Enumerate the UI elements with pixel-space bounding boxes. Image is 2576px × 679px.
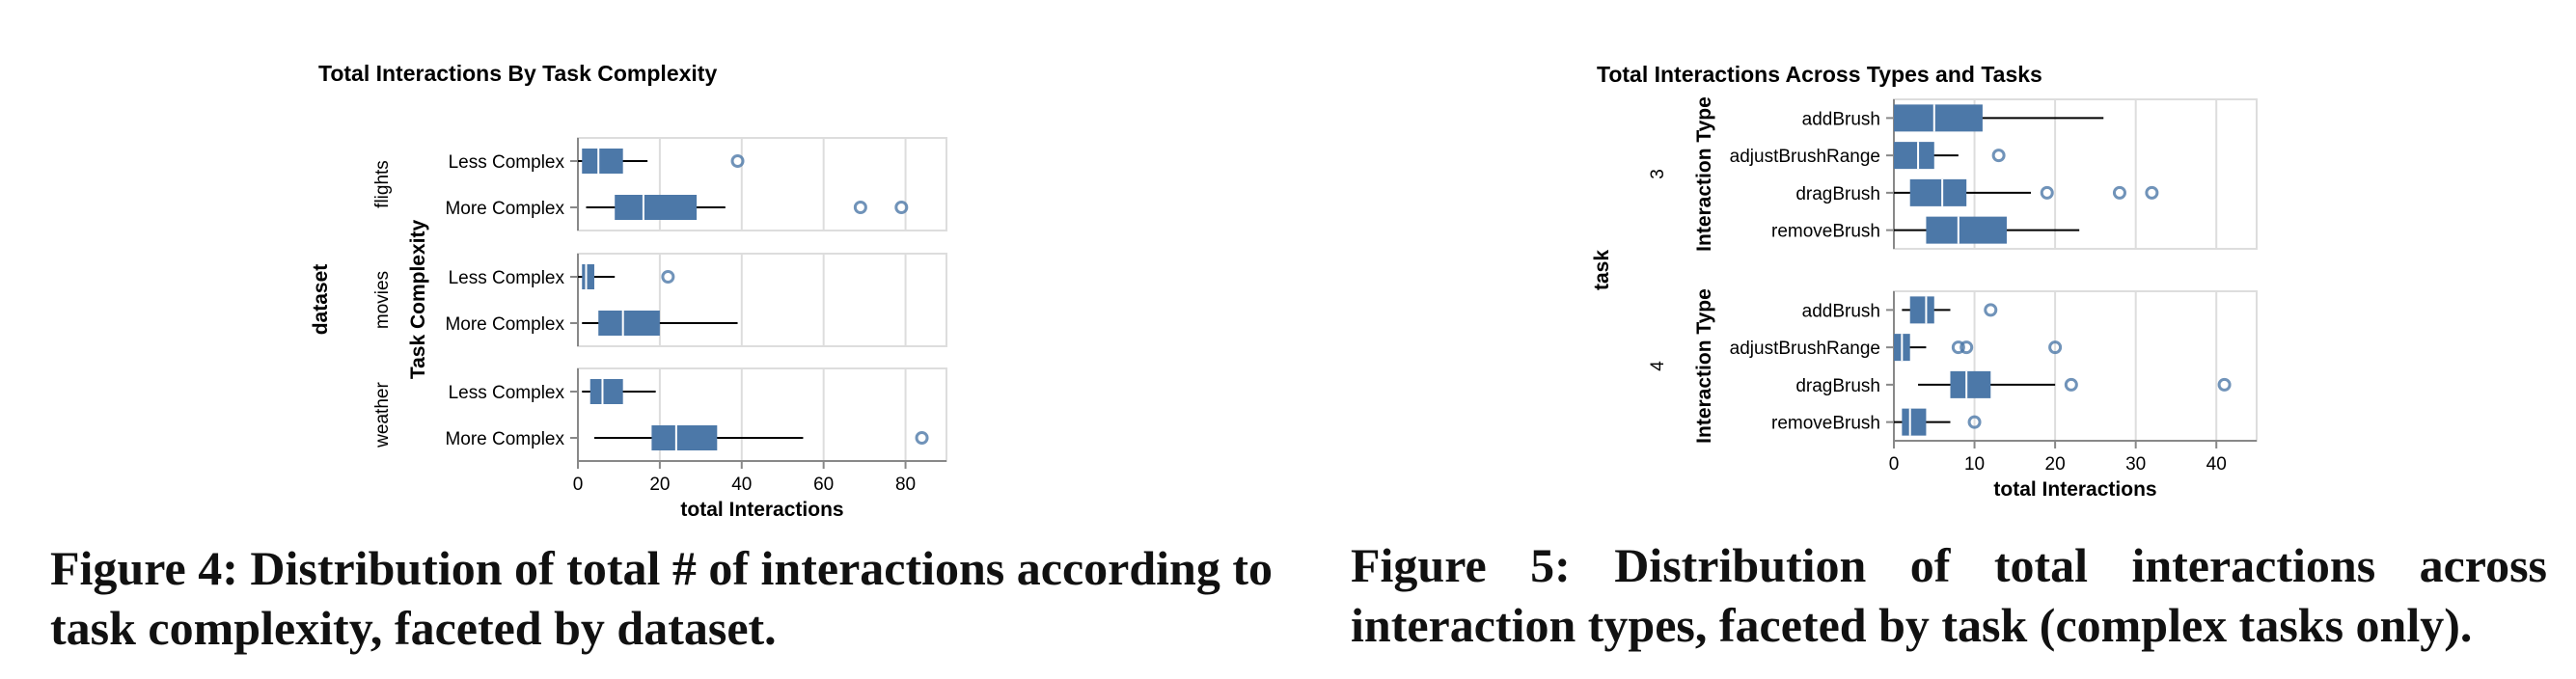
category-label: More Complex — [445, 199, 564, 219]
outlier-point — [2040, 185, 2054, 200]
box-row: adjustBrushRange — [1730, 334, 2063, 362]
outlier-point — [1951, 340, 1965, 355]
x-tick-label: 20 — [2045, 454, 2066, 475]
category-label: adjustBrushRange — [1730, 147, 1880, 167]
x-tick-label: 80 — [895, 475, 916, 495]
facet-label: 3 — [1648, 169, 1668, 179]
facet-label: weather — [372, 382, 393, 448]
outlier-point — [915, 431, 929, 445]
box-row: dragBrush — [1795, 178, 2159, 206]
box — [1902, 408, 1927, 436]
category-label: Less Complex — [449, 268, 565, 288]
figures-canvas: Total Interactions By Task Complexity fli… — [310, 61, 2258, 521]
x-axis: 0 20 40 60 80 total Interactions — [573, 460, 946, 521]
x-axis-title: total Interactions — [680, 499, 843, 521]
facet-field-label: dataset — [310, 264, 332, 336]
box — [615, 195, 698, 220]
outlier-point — [894, 201, 909, 214]
box-row: Less Complex — [449, 149, 745, 174]
outlier-point — [853, 201, 867, 214]
category-label: addBrush — [1802, 301, 1880, 321]
category-label: Less Complex — [449, 152, 565, 173]
category-label: removeBrush — [1771, 414, 1880, 434]
x-tick-label: 60 — [813, 475, 834, 495]
x-tick-label: 30 — [2125, 454, 2146, 475]
box — [589, 379, 623, 404]
box-row: addBrush — [1802, 296, 1998, 324]
figure-4-chart: Total Interactions By Task Complexity fli… — [310, 61, 947, 521]
box — [598, 311, 660, 336]
facet-4: 4 Interaction Type addBrush adjustBrushRang… — [1648, 288, 2258, 444]
facet-field-label: task — [1591, 250, 1613, 290]
facet-label: flights — [372, 160, 393, 208]
figure-5-caption: Figure 5: Distribution of total interact… — [1351, 538, 2547, 652]
box-row: removeBrush — [1771, 408, 1982, 436]
y-axis-title: Interaction Type — [1693, 96, 1715, 252]
outlier-point — [730, 154, 745, 168]
box — [1894, 142, 1934, 170]
box — [1950, 370, 1991, 398]
facet-label: movies — [372, 271, 393, 329]
facet-flights: flights Less Complex More Complex — [372, 137, 947, 231]
chart-title: Total Interactions Across Types and Task… — [1597, 62, 2042, 87]
box-row: More Complex — [445, 195, 909, 220]
box-row: adjustBrushRange — [1730, 142, 2006, 170]
figure-4-caption: Figure 4: Distribution of total # of int… — [50, 541, 1273, 655]
outlier-point — [2145, 185, 2159, 200]
box-row: dragBrush — [1795, 370, 2232, 398]
box-row: addBrush — [1802, 104, 2104, 132]
x-tick-label: 0 — [1889, 454, 1900, 475]
category-label: More Complex — [445, 314, 564, 335]
facet-frame — [1893, 290, 2258, 442]
x-axis-title: total Interactions — [1993, 478, 2156, 501]
box — [582, 149, 623, 174]
outlier-point — [2064, 377, 2078, 392]
outlier-point — [661, 270, 675, 284]
chart-title: Total Interactions By Task Complexity — [318, 61, 717, 86]
category-label: dragBrush — [1795, 184, 1880, 204]
x-tick-label: 10 — [1964, 454, 1985, 475]
category-label: adjustBrushRange — [1730, 339, 1880, 359]
category-label: More Complex — [445, 429, 564, 449]
category-label: removeBrush — [1771, 222, 1880, 242]
box — [1926, 216, 2007, 244]
facet-weather: weather Less Complex More Complex — [372, 367, 947, 462]
box-row: Less Complex — [449, 379, 656, 404]
x-tick-label: 20 — [649, 475, 670, 495]
outlier-point — [1984, 303, 1998, 317]
box — [582, 264, 594, 289]
facet-3: 3 Interaction Type addBrush adjustBrushRang… — [1648, 96, 2258, 252]
x-tick-label: 0 — [573, 475, 584, 495]
facet-movies: movies Less Complex More Complex — [372, 253, 947, 347]
category-label: addBrush — [1802, 109, 1880, 129]
category-label: dragBrush — [1795, 376, 1880, 396]
box — [1894, 104, 1983, 132]
facet-label: 4 — [1648, 361, 1668, 371]
x-tick-label: 40 — [2206, 454, 2227, 475]
y-axis-title: Interaction Type — [1693, 288, 1715, 444]
outlier-point — [2048, 340, 2063, 355]
box-row: Less Complex — [449, 264, 675, 289]
box-row: More Complex — [445, 311, 738, 336]
box-row: removeBrush — [1771, 216, 2080, 244]
category-label: Less Complex — [449, 383, 565, 403]
outlier-point — [1959, 340, 1974, 355]
outlier-point — [2112, 185, 2126, 200]
box — [1909, 296, 1934, 324]
facet-frame — [577, 367, 947, 462]
x-tick-label: 40 — [731, 475, 752, 495]
x-axis: 0 10 20 30 40 total Interactions — [1889, 440, 2257, 501]
y-axis-title: Task Complexity — [407, 220, 429, 380]
box — [1909, 178, 1967, 206]
outlier-point — [1991, 149, 2006, 163]
outlier-point — [2217, 377, 2232, 392]
outlier-point — [1967, 415, 1982, 429]
box-row: More Complex — [445, 425, 929, 450]
figure-5-chart: Total Interactions Across Types and Task… — [1591, 62, 2258, 501]
box — [651, 425, 718, 450]
